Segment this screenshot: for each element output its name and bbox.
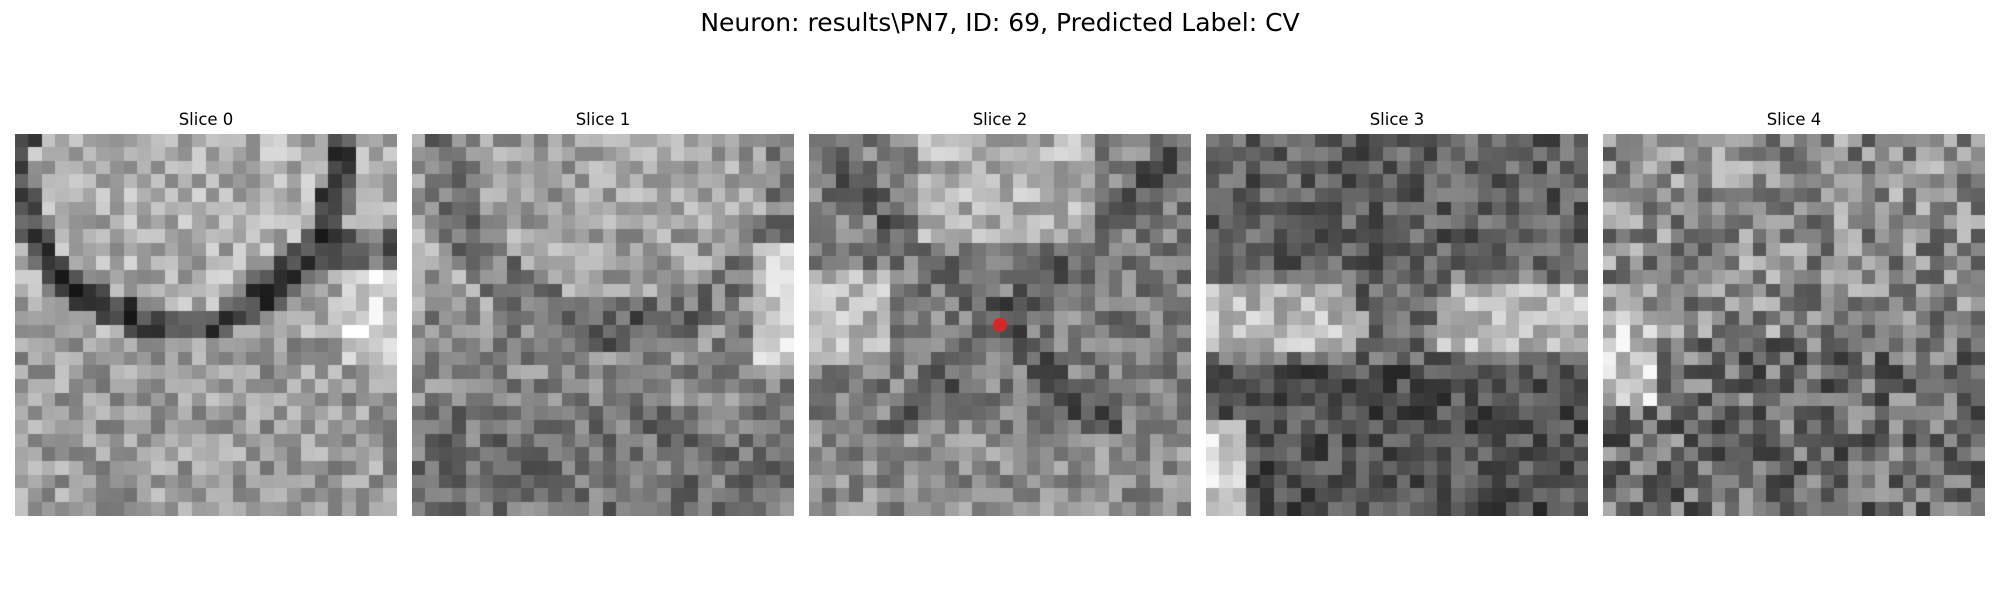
- slice-image-0: [15, 134, 397, 516]
- slice-image-4: [1603, 134, 1985, 516]
- slice-panel-0: Slice 0: [15, 108, 397, 516]
- slice-panel-1: Slice 1: [412, 108, 794, 516]
- slice-title-3: Slice 3: [1369, 110, 1425, 129]
- slice-title-4: Slice 4: [1766, 110, 1822, 129]
- slice-image-2: [809, 134, 1191, 516]
- slice-title-0: Slice 0: [178, 110, 234, 129]
- slice-image-3: [1206, 134, 1588, 516]
- figure-title: Neuron: results\PN7, ID: 69, Predicted L…: [700, 8, 1300, 37]
- slice-panel-3: Slice 3: [1206, 108, 1588, 516]
- slice-title-1: Slice 1: [575, 110, 631, 129]
- slice-panel-4: Slice 4: [1603, 108, 1985, 516]
- slice-title-2: Slice 2: [972, 110, 1028, 129]
- slice-panel-2: Slice 2: [809, 108, 1191, 516]
- slice-image-1: [412, 134, 794, 516]
